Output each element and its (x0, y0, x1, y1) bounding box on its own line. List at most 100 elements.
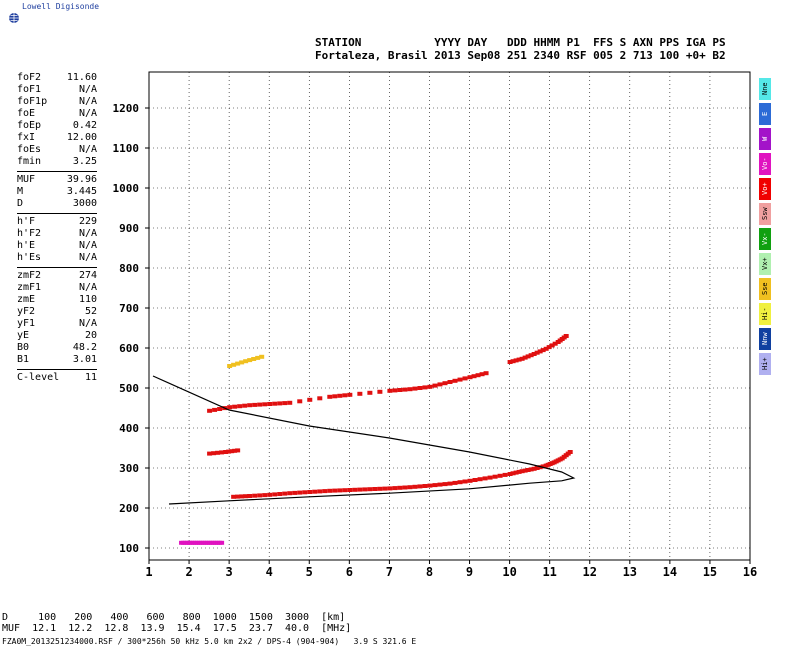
trace-point (215, 450, 221, 455)
param-row: h'E N/A (17, 240, 97, 252)
param-row: C-level 11 (17, 372, 97, 384)
param-name: zmE (17, 294, 36, 305)
trace-point (247, 358, 253, 363)
legend-item: Vo+ (759, 178, 771, 200)
param-separator (17, 369, 97, 370)
trace-point (432, 383, 438, 388)
param-value: 12.00 (66, 132, 97, 143)
trace-point (537, 349, 543, 354)
trace-point (367, 487, 373, 492)
trace-point (387, 486, 393, 491)
header-labels: STATION YYYY DAY DDD HHMM P1 FFS S AXN P… (315, 36, 726, 49)
param-row: foEs N/A (17, 144, 97, 156)
legend-item: E (759, 103, 771, 125)
trace-point (262, 493, 268, 498)
param-row: zmF2 274 (17, 270, 97, 282)
trace-point (277, 492, 283, 496)
param-name: foE (17, 108, 36, 119)
trace-point (247, 403, 253, 408)
param-value: N/A (78, 108, 97, 119)
param-value: 3.01 (72, 354, 97, 365)
param-row: yE 20 (17, 330, 97, 342)
param-name: yE (17, 330, 30, 341)
param-row: MUF 39.96 (17, 174, 97, 186)
x-tick-label: 11 (542, 565, 556, 579)
trace-point (392, 486, 398, 491)
trace-point (327, 488, 333, 493)
param-value: 11.60 (66, 72, 97, 83)
param-name: zmF1 (17, 282, 42, 293)
trace-point (207, 451, 213, 456)
param-name: zmF2 (17, 270, 42, 281)
trace-point (247, 494, 253, 498)
y-tick-label: 700 (119, 302, 139, 315)
trace-point (522, 355, 528, 360)
trace-point (317, 489, 323, 494)
legend-item: Vx- (759, 228, 771, 250)
trace-point (239, 360, 245, 365)
param-name: foF2 (17, 72, 42, 83)
param-separator (17, 267, 97, 268)
trace-point (219, 540, 225, 545)
trace-point (471, 374, 477, 379)
trace-point (563, 334, 569, 338)
trace-point (272, 401, 278, 406)
trace-point (519, 356, 525, 361)
trace-point (259, 354, 265, 359)
trace-point (282, 491, 288, 496)
trace-point (387, 388, 393, 393)
trace-point (442, 482, 448, 487)
x-tick-label: 16 (743, 565, 757, 579)
x-tick-label: 7 (386, 565, 393, 579)
param-name: h'E (17, 240, 36, 251)
header-values: Fortaleza, Brasil 2013 Sep08 251 2340 RS… (315, 49, 726, 62)
param-row: fmin 3.25 (17, 156, 97, 168)
x-tick-label: 5 (306, 565, 313, 579)
trace-point (437, 482, 443, 487)
param-value: 274 (78, 270, 97, 281)
param-value: N/A (78, 252, 97, 263)
y-tick-label: 500 (119, 382, 139, 395)
param-value: 110 (78, 294, 97, 305)
legend-item: W (759, 128, 771, 150)
param-row: B1 3.01 (17, 354, 97, 366)
logo-text: Lowell Digisonde (22, 2, 100, 11)
legend-item: Vo- (759, 153, 771, 175)
x-tick-label: 10 (502, 565, 516, 579)
legend-label: Hi- (761, 307, 769, 321)
trace-point (229, 449, 235, 454)
trace-point (534, 466, 540, 470)
trace-point (332, 488, 338, 493)
x-tick-label: 13 (623, 565, 637, 579)
trace-point (510, 471, 516, 476)
trace-point (347, 392, 353, 397)
param-row: zmF1 N/A (17, 282, 97, 294)
trace-point (231, 494, 237, 499)
trace-point (519, 469, 525, 474)
x-tick-label: 4 (266, 565, 273, 579)
trace-point (382, 486, 388, 491)
param-row: h'Es N/A (17, 252, 97, 264)
trace-point (457, 480, 463, 485)
param-value: 229 (78, 216, 97, 227)
trace-point (525, 468, 531, 472)
trace-point (477, 477, 483, 482)
trace-point (472, 478, 478, 482)
trace-point (362, 487, 368, 492)
param-name: M (17, 186, 24, 197)
trace-point (540, 464, 546, 469)
trace-point (534, 350, 540, 355)
trace-point (543, 346, 549, 351)
trace-point (397, 388, 403, 392)
legend-item: Nnw (759, 328, 771, 350)
trace-point (239, 494, 245, 499)
trace-point (483, 371, 489, 376)
trace-point (397, 485, 403, 490)
param-value: N/A (78, 318, 97, 329)
trace-point (513, 358, 519, 363)
trace-point (531, 352, 537, 356)
param-value: 39.96 (66, 174, 97, 185)
param-value: 11 (84, 372, 97, 383)
trace-point (432, 483, 438, 488)
trace-point (207, 408, 213, 413)
